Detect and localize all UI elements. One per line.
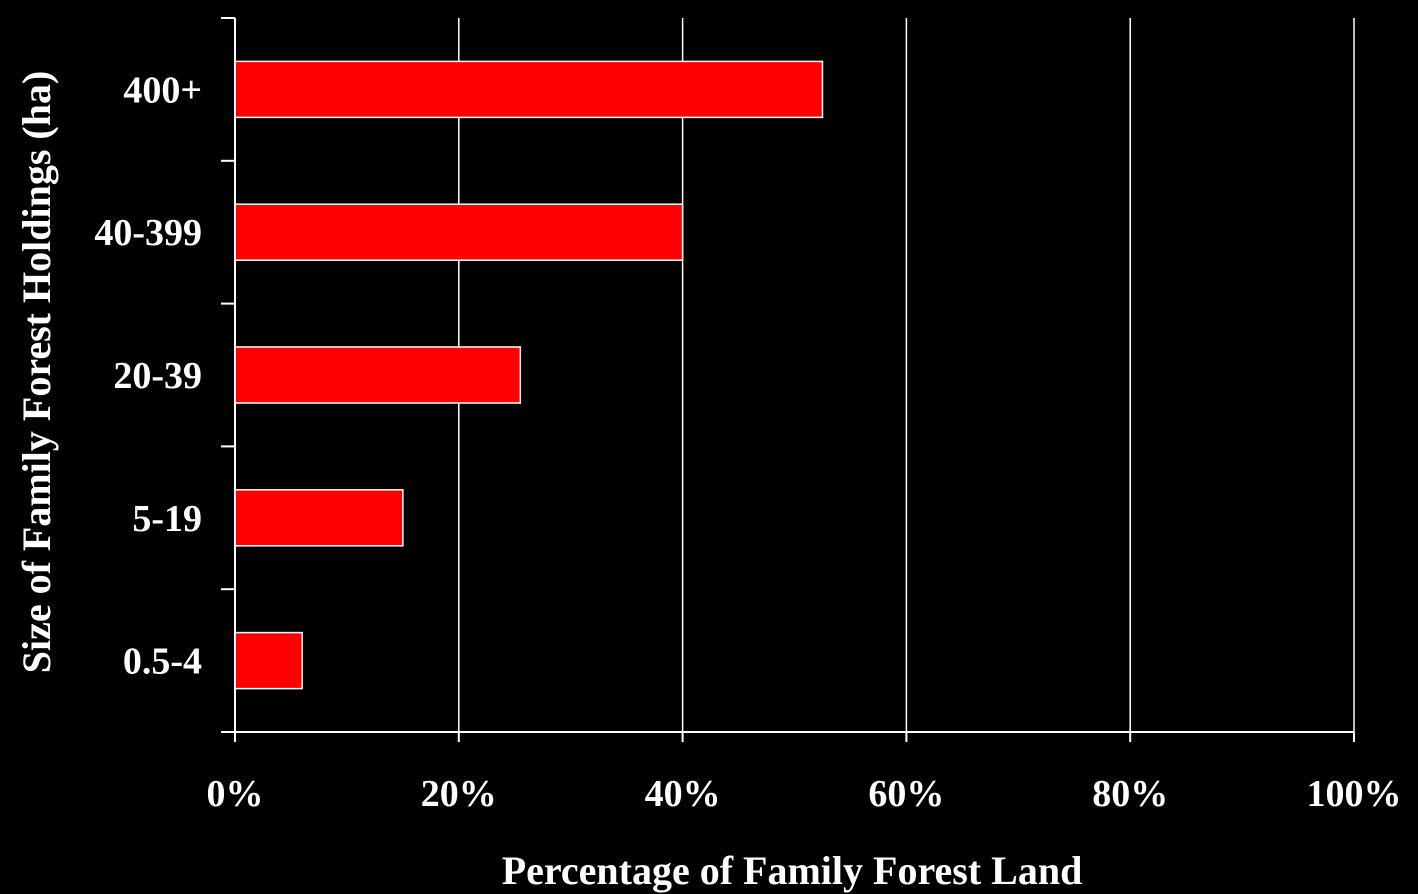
bar-5-19 — [234, 489, 404, 547]
gridlines — [458, 18, 1355, 732]
y-tick-label: 40-399 — [94, 212, 202, 254]
y-tick-label: 400+ — [123, 69, 202, 111]
bar-400+ — [234, 60, 824, 119]
bar-40-399 — [234, 203, 684, 261]
x-tick-label: 40% — [645, 773, 721, 815]
axes — [221, 17, 1355, 742]
y-tick-label: 20-39 — [113, 355, 202, 397]
x-tick-label: 0% — [207, 773, 264, 815]
y-axis-title: Size of Family Forest Holdings (ha) — [14, 71, 59, 674]
bar-20-39 — [234, 346, 522, 404]
x-tick-label: 100% — [1307, 773, 1402, 815]
x-tick-label: 20% — [421, 773, 497, 815]
x-tick-labels: 0% 20% 40% 60% 80% 100% — [207, 773, 1402, 815]
y-tick-labels: 0.5-4 5-19 20-39 40-399 400+ — [94, 69, 202, 682]
x-tick-label: 80% — [1092, 773, 1168, 815]
y-tick-label: 5-19 — [132, 498, 202, 540]
y-tick-label: 0.5-4 — [123, 641, 202, 683]
bar-0.5-4 — [234, 631, 303, 690]
x-tick-label: 60% — [868, 773, 944, 815]
x-axis-title: Percentage of Family Forest Land — [502, 848, 1083, 893]
